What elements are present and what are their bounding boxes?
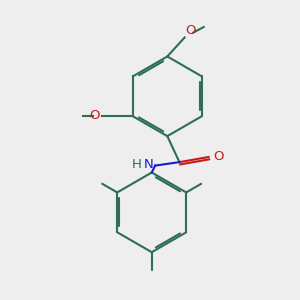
Text: O: O — [185, 24, 196, 37]
Text: O: O — [213, 150, 224, 164]
Text: N: N — [144, 158, 154, 171]
Text: O: O — [89, 109, 100, 122]
Text: H: H — [132, 158, 142, 171]
Text: methoxy: methoxy — [101, 115, 107, 116]
